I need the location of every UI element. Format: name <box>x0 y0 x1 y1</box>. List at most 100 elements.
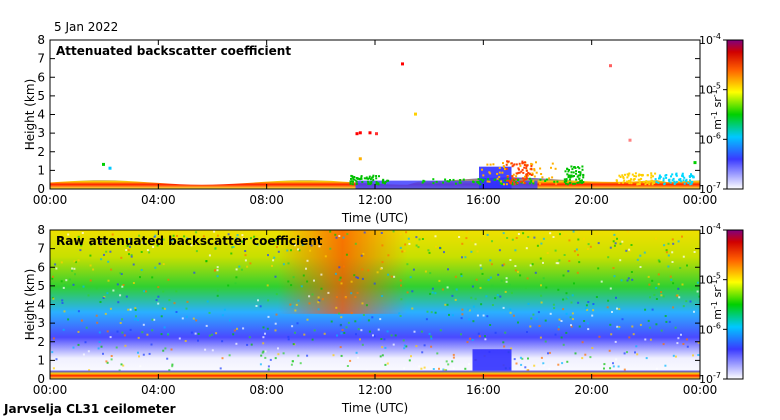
noise-speck <box>193 271 196 274</box>
noise-speck <box>393 275 396 278</box>
cloud-feature <box>689 179 691 182</box>
noise-speck <box>166 357 169 360</box>
cloud-feature <box>514 181 517 184</box>
noise-speck <box>475 278 478 281</box>
noise-speck <box>104 312 107 315</box>
cloud-feature <box>355 183 358 185</box>
noise-speck <box>297 236 300 239</box>
cloud-feature <box>675 174 678 177</box>
y-tick-label: 5 <box>37 279 45 293</box>
cloud-feature <box>486 163 489 166</box>
cloud-feature <box>624 173 626 176</box>
noise-speck <box>274 322 277 325</box>
cloud-feature <box>481 168 483 171</box>
noise-speck <box>402 339 405 342</box>
noise-speck <box>347 321 350 324</box>
cloud-feature <box>544 180 547 182</box>
cloud-feature <box>522 181 525 184</box>
noise-speck <box>632 333 635 336</box>
cloud-feature <box>486 180 489 183</box>
noise-speck <box>380 338 383 340</box>
noise-speck <box>72 346 75 349</box>
noise-speck <box>345 253 348 256</box>
cloud-feature <box>662 177 665 180</box>
noise-speck <box>60 280 63 283</box>
noise-speck <box>264 356 267 359</box>
noise-speck <box>345 326 348 329</box>
noise-speck <box>577 253 579 256</box>
noise-speck <box>105 250 108 253</box>
cloud-feature <box>498 167 501 169</box>
noise-speck <box>236 327 238 330</box>
noise-speck <box>623 352 626 355</box>
cloud-feature <box>517 167 520 170</box>
noise-speck <box>89 279 92 282</box>
cloud-feature <box>567 170 570 173</box>
noise-speck <box>680 332 683 335</box>
noise-speck <box>164 347 167 350</box>
noise-speck <box>562 308 565 311</box>
noise-speck <box>565 297 568 300</box>
cloud-feature <box>352 178 355 181</box>
noise-speck <box>399 279 402 282</box>
noise-speck <box>696 290 699 293</box>
noise-speck <box>292 241 294 244</box>
noise-speck <box>491 240 493 243</box>
noise-speck <box>365 304 368 307</box>
noise-speck <box>241 234 244 237</box>
noise-speck <box>670 278 673 281</box>
noise-speck <box>151 329 154 332</box>
cloud-feature <box>643 180 646 183</box>
noise-speck <box>452 356 455 359</box>
noise-speck <box>343 332 346 334</box>
noise-speck <box>574 352 577 355</box>
noise-speck <box>137 319 139 321</box>
x-tick-label: 04:00 <box>141 383 176 397</box>
noise-speck <box>361 302 364 305</box>
noise-speck <box>653 293 656 296</box>
cloud-feature <box>648 180 651 183</box>
cloud-feature <box>511 181 514 184</box>
noise-speck <box>309 238 312 240</box>
noise-speck <box>110 355 113 357</box>
noise-speck <box>443 369 446 371</box>
noise-speck <box>282 352 285 355</box>
noise-speck <box>399 246 402 249</box>
noise-speck <box>639 266 642 268</box>
cloud-feature <box>499 182 502 185</box>
noise-speck <box>585 304 588 307</box>
noise-speck <box>487 278 490 281</box>
noise-speck <box>299 362 302 365</box>
cloud-feature <box>539 182 541 185</box>
noise-speck <box>410 355 412 358</box>
noise-speck <box>406 291 409 294</box>
noise-speck <box>241 236 244 239</box>
noise-speck <box>657 283 660 286</box>
noise-speck <box>415 236 418 239</box>
noise-speck <box>413 330 416 333</box>
noise-speck <box>74 261 77 264</box>
noise-speck <box>194 332 197 335</box>
noise-speck <box>434 235 437 238</box>
noise-speck <box>142 353 145 356</box>
noise-speck <box>552 303 555 306</box>
colorbar-tick-label: 10-7 <box>699 181 721 196</box>
noise-speck <box>438 367 440 370</box>
noise-speck <box>173 237 176 240</box>
noise-speck <box>154 266 157 269</box>
noise-speck <box>520 363 523 366</box>
noise-speck <box>509 259 512 261</box>
colorbar <box>726 39 744 190</box>
isolated-return <box>693 161 697 165</box>
noise-speck <box>435 245 437 248</box>
noise-speck <box>509 311 512 314</box>
cloud-feature <box>569 174 572 177</box>
cloud-feature <box>681 174 684 177</box>
noise-speck <box>682 343 685 345</box>
cloud-feature <box>551 176 554 179</box>
noise-speck <box>648 326 651 329</box>
noise-speck <box>508 283 511 286</box>
noise-speck <box>120 363 123 366</box>
noise-speck <box>581 357 584 360</box>
noise-speck <box>171 363 174 366</box>
